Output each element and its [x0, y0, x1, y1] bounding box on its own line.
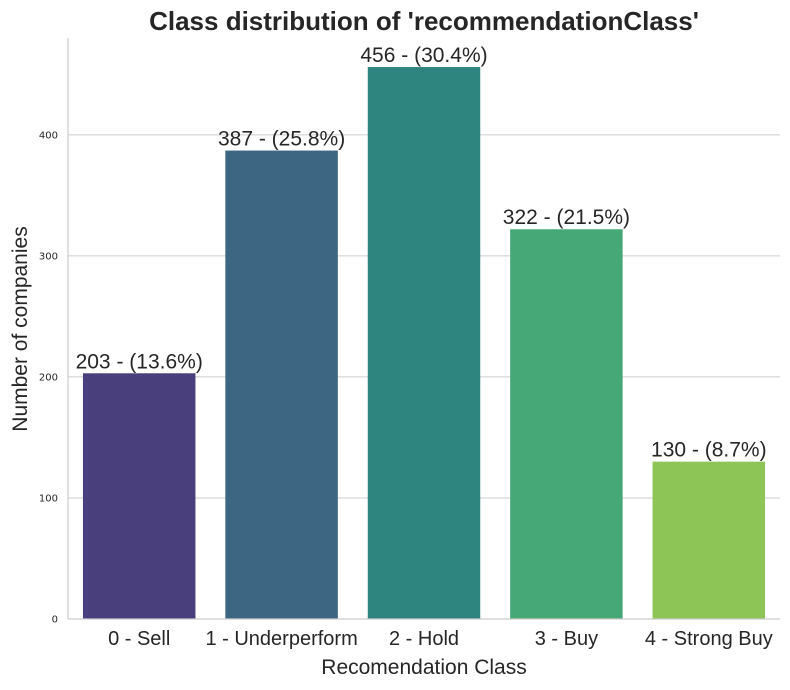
x-axis-label: Recomendation Class [321, 656, 526, 679]
bar [82, 373, 196, 619]
bar-value-label: 456 - (30.4%) [360, 44, 487, 67]
bar-value-label: 387 - (25.8%) [218, 128, 345, 151]
x-ticks: 0 - Sell 1 - Underperform 2 - Hold 3 - Buy 4… [108, 628, 773, 650]
y-tick-label: 300 [39, 251, 58, 262]
bar-value-label: 322 - (21.5%) [503, 206, 630, 229]
bar [225, 150, 338, 619]
y-ticks: 0 100 200 300 400 [39, 130, 58, 625]
bars [82, 67, 766, 620]
x-tick-label: 1 - Underperform [205, 628, 357, 650]
x-tick-label: 4 - Strong Buy [645, 628, 773, 650]
y-axis-label: Number of companies [9, 226, 32, 431]
chart-title: Class distribution of 'recommendationCla… [149, 6, 699, 36]
bar-value-label: 130 - (8.7%) [651, 439, 767, 462]
x-tick-label: 3 - Buy [535, 628, 598, 650]
x-tick-label: 2 - Hold [389, 628, 459, 650]
bar [367, 67, 481, 620]
y-tick-label: 200 [39, 372, 58, 383]
bar [510, 229, 623, 619]
y-tick-label: 400 [39, 130, 58, 141]
bar-labels: 203 - (13.6%) 387 - (25.8%) 456 - (30.4%) 3… [76, 44, 767, 462]
x-tick-label: 0 - Sell [108, 628, 170, 650]
y-tick-label: 100 [39, 493, 58, 504]
y-tick-label: 0 [52, 615, 58, 626]
bar-value-label: 203 - (13.6%) [76, 350, 203, 373]
bar [652, 461, 766, 619]
